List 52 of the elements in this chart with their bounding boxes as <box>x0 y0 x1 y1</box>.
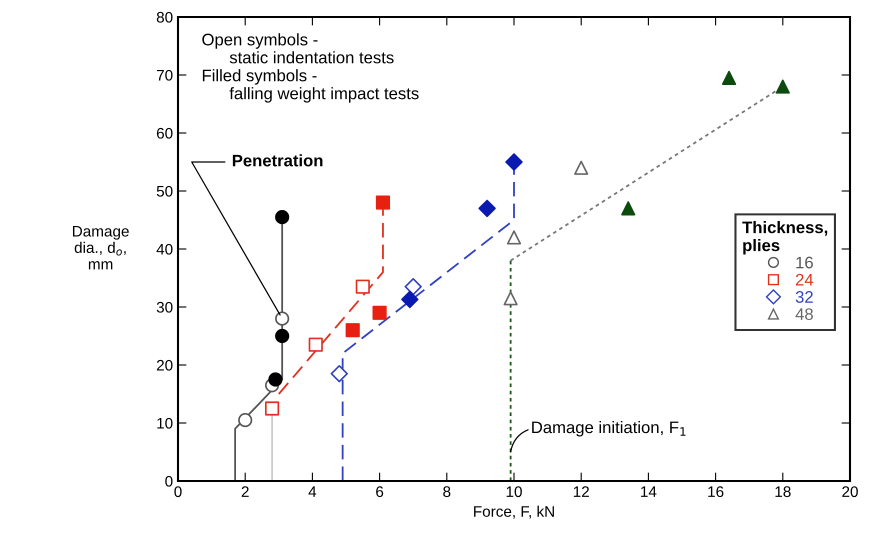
y-tick-label: 20 <box>156 360 173 371</box>
point <box>275 312 290 326</box>
point <box>275 328 290 344</box>
legend-title: Thickness, plies <box>742 221 828 255</box>
point <box>478 200 496 218</box>
point <box>722 70 736 85</box>
point <box>401 290 419 308</box>
point <box>356 280 370 294</box>
x-tick-label: 12 <box>574 486 589 497</box>
x-tick-label: 14 <box>641 486 656 497</box>
y-tick-label: 50 <box>156 186 173 197</box>
annotation: Open symbols - static indentation tests Filled symbols - falling weight impact tests <box>202 33 419 103</box>
x-axis-title: Force, F, kN <box>474 506 554 519</box>
x-tick-label: 20 <box>842 486 858 498</box>
point <box>346 323 360 338</box>
x-tick-label: 6 <box>376 486 384 498</box>
legend-label: 16 <box>796 256 813 268</box>
y-tick-label: 70 <box>156 70 173 81</box>
point <box>264 401 280 416</box>
point <box>574 160 588 175</box>
y-tick-label: 30 <box>156 302 173 313</box>
point <box>376 196 390 210</box>
point <box>404 278 422 296</box>
point <box>776 80 790 94</box>
y-tick-label: 0 <box>165 476 173 487</box>
y-tick-label: 10 <box>157 418 173 429</box>
point <box>372 306 387 320</box>
point <box>506 230 522 244</box>
point <box>238 413 252 428</box>
x-tick-label: 8 <box>443 486 450 498</box>
legend-label: 24 <box>796 274 814 286</box>
x-tick-label: 16 <box>708 486 724 498</box>
legend-label: 32 <box>796 291 813 303</box>
x-tick-label: 18 <box>775 486 791 498</box>
point <box>505 153 523 171</box>
annotation: Damage initiation, F$_{1}$ <box>532 420 686 437</box>
legend-label: 48 <box>795 308 813 320</box>
x-tick-label: 10 <box>506 486 522 498</box>
y-tick-label: 60 <box>156 128 173 139</box>
point <box>330 365 348 382</box>
y-tick-label: 80 <box>156 12 173 23</box>
x-tick-label: 0 <box>174 486 182 498</box>
y-axis-title: Damage dia., d$_{o}$, mm <box>72 226 129 270</box>
x-tick-label: 4 <box>308 486 316 497</box>
point <box>275 210 290 224</box>
annotation: Penetration <box>232 154 322 166</box>
point <box>504 291 518 306</box>
y-tick-label: 40 <box>156 244 173 255</box>
point <box>621 201 636 216</box>
point <box>308 338 323 352</box>
point <box>268 372 283 387</box>
x-tick-label: 2 <box>242 486 249 497</box>
